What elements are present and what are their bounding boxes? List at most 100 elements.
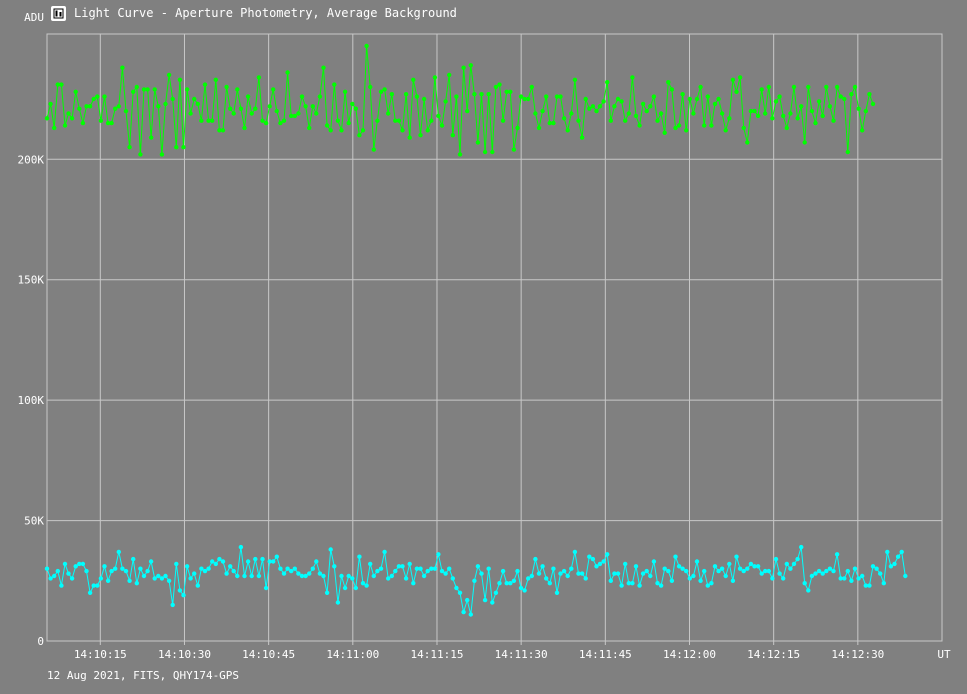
data-point [863, 583, 868, 588]
data-point [450, 133, 455, 138]
data-point [249, 111, 254, 116]
data-point [156, 573, 161, 579]
data-point [436, 552, 441, 557]
data-point [777, 571, 782, 576]
data-point [752, 564, 757, 569]
plot-frame [46, 33, 943, 642]
data-point [62, 561, 68, 567]
data-point [827, 566, 833, 571]
data-point [414, 566, 420, 571]
data-point [702, 123, 707, 128]
data-point [109, 120, 114, 126]
data-point [360, 128, 366, 133]
x-tick-label: 14:11:00 [326, 648, 379, 661]
data-point [152, 576, 157, 581]
data-point [493, 590, 499, 595]
data-point [73, 564, 78, 569]
data-point [166, 72, 172, 78]
data-point [590, 556, 596, 562]
data-point [116, 104, 122, 109]
data-point [795, 556, 800, 562]
data-point [310, 104, 315, 109]
data-point [640, 101, 646, 107]
data-point [809, 108, 815, 114]
data-point [393, 568, 398, 574]
data-point [533, 111, 538, 116]
data-point [597, 561, 603, 567]
data-point [852, 84, 858, 90]
data-point [842, 96, 847, 102]
data-point [332, 82, 337, 87]
data-point [518, 94, 524, 99]
data-point [709, 123, 714, 128]
data-point [745, 566, 750, 571]
data-point [278, 120, 283, 126]
data-point [296, 571, 301, 576]
data-point [461, 65, 466, 70]
data-point [457, 152, 463, 157]
data-point [619, 99, 624, 104]
data-point [781, 576, 786, 581]
data-point [676, 123, 682, 128]
light-curve-app-icon[interactable] [51, 5, 66, 21]
data-point [648, 573, 653, 579]
data-point [350, 576, 355, 581]
data-point [382, 549, 387, 555]
data-point [601, 559, 606, 564]
y-tick-label: 150K [18, 274, 45, 287]
data-point [802, 140, 807, 145]
data-point [784, 125, 789, 131]
data-point [120, 65, 125, 70]
data-point [231, 111, 236, 116]
data-point [141, 573, 147, 579]
data-point [676, 564, 682, 569]
data-point [368, 561, 373, 567]
data-point [856, 106, 861, 111]
data-point [213, 77, 218, 83]
data-point [77, 106, 82, 111]
data-point [274, 108, 279, 114]
x-tick-label: 14:11:45 [579, 648, 632, 661]
data-point [91, 583, 96, 588]
data-point [307, 571, 312, 576]
data-point [766, 84, 771, 90]
data-point [357, 133, 362, 138]
data-point [407, 561, 412, 567]
data-point [737, 566, 743, 571]
data-point [547, 120, 552, 126]
data-point [691, 573, 696, 579]
data-point [472, 92, 477, 97]
data-point [572, 549, 578, 555]
data-point [447, 566, 452, 571]
data-point [52, 573, 57, 579]
data-point [102, 564, 107, 569]
data-point [666, 80, 671, 85]
data-point [371, 573, 376, 579]
data-point [770, 576, 775, 581]
data-point [590, 104, 596, 109]
data-point [748, 108, 754, 114]
data-point [468, 63, 473, 68]
data-point [418, 566, 423, 571]
data-point [702, 568, 707, 574]
data-point [500, 118, 506, 123]
data-point [371, 147, 376, 152]
data-point [95, 583, 100, 588]
data-point [554, 590, 560, 595]
data-point [712, 101, 718, 107]
data-point [824, 568, 829, 574]
data-point [195, 583, 200, 588]
data-point [267, 104, 272, 109]
y-tick-label: 200K [18, 153, 45, 166]
data-point [791, 561, 797, 567]
data-point [895, 554, 901, 559]
data-point [342, 585, 348, 591]
data-point [605, 80, 610, 85]
data-point [806, 588, 811, 593]
data-point [148, 135, 154, 140]
data-point [454, 585, 459, 591]
data-point [281, 118, 287, 123]
data-point [152, 87, 157, 92]
data-point [511, 578, 517, 583]
data-point [378, 566, 384, 571]
